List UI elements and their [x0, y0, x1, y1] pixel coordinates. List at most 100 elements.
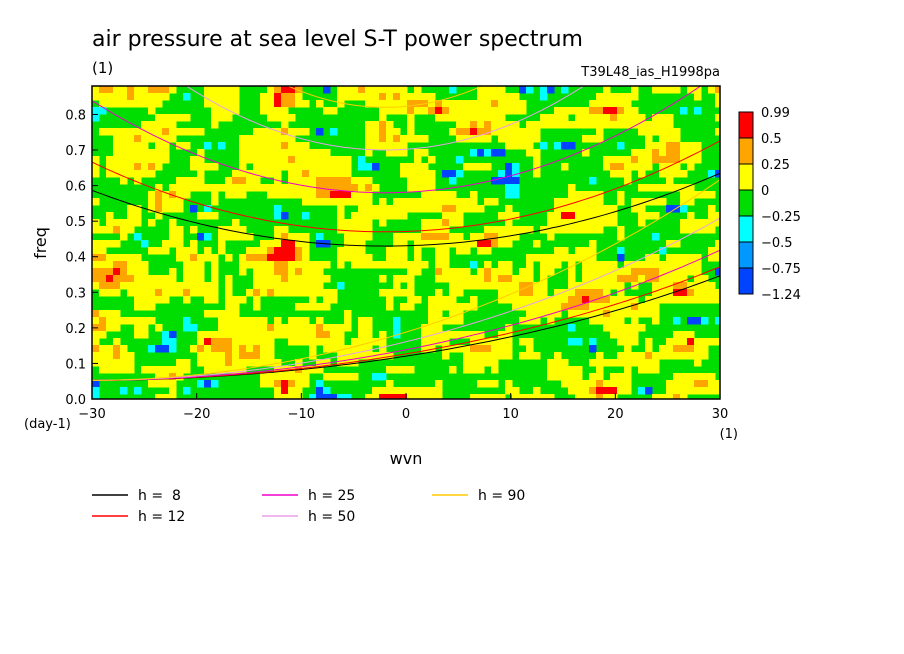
field-cell: [246, 345, 254, 353]
field-cell: [645, 359, 653, 367]
field-cell: [659, 198, 667, 206]
field-cell: [106, 128, 114, 136]
field-cell: [526, 394, 534, 399]
field-cell: [288, 254, 296, 262]
field-cell: [372, 86, 380, 94]
field-cell: [267, 352, 275, 360]
field-cell: [211, 121, 219, 129]
field-cell: [624, 324, 632, 332]
field-cell: [260, 156, 268, 164]
field-cell: [687, 219, 695, 227]
colorbar-swatch: [738, 137, 754, 165]
y-tick-label: 0.0: [65, 393, 86, 408]
field-cell: [449, 191, 457, 199]
field-cell: [666, 163, 674, 171]
field-cell: [365, 191, 373, 199]
field-cell: [659, 184, 667, 192]
field-cell: [407, 303, 415, 311]
field-cell: [246, 156, 254, 164]
field-cell: [687, 254, 695, 262]
field-cell: [624, 170, 632, 178]
field-cell: [442, 275, 450, 283]
field-cell: [106, 366, 114, 374]
field-cell: [197, 163, 205, 171]
field-cell: [141, 135, 149, 143]
field-cell: [260, 338, 268, 346]
field-cell: [155, 373, 163, 381]
field-cell: [407, 366, 415, 374]
field-cell: [708, 247, 716, 255]
field-cell: [575, 114, 583, 122]
field-cell: [323, 296, 331, 304]
field-cell: [449, 331, 457, 339]
y-axis-unit: (day-1): [24, 417, 71, 432]
field-cell: [218, 310, 226, 318]
field-cell: [211, 163, 219, 171]
field-cell: [197, 254, 205, 262]
experiment-label: T39L48_ias_H1998pa: [580, 65, 720, 80]
field-cell: [127, 170, 135, 178]
field-cell: [610, 331, 618, 339]
field-cell: [106, 359, 114, 367]
field-cell: [309, 184, 317, 192]
field-cell: [295, 247, 303, 255]
field-cell: [589, 226, 597, 234]
field-cell: [638, 219, 646, 227]
field-cell: [246, 261, 254, 269]
field-cell: [470, 359, 478, 367]
field-cell: [484, 261, 492, 269]
field-cell: [281, 135, 289, 143]
field-cell: [407, 128, 415, 136]
field-cell: [281, 394, 289, 399]
field-cell: [617, 100, 625, 108]
field-cell: [295, 170, 303, 178]
field-cell: [687, 212, 695, 220]
field-cell: [631, 310, 639, 318]
field-cell: [610, 107, 618, 115]
field-cell: [169, 86, 177, 94]
field-cell: [274, 387, 282, 395]
field-cell: [463, 352, 471, 360]
field-cell: [442, 352, 450, 360]
field-cell: [624, 373, 632, 381]
field-cell: [673, 205, 681, 213]
field-cell: [281, 121, 289, 129]
field-cell: [120, 142, 128, 150]
field-cell: [281, 366, 289, 374]
field-cell: [379, 100, 387, 108]
field-cell: [337, 205, 345, 213]
field-cell: [673, 184, 681, 192]
field-cell: [183, 114, 191, 122]
field-cell: [155, 282, 163, 290]
field-cell: [176, 247, 184, 255]
field-cell: [407, 394, 415, 399]
field-cell: [687, 268, 695, 276]
field-cell: [589, 268, 597, 276]
field-cell: [113, 310, 121, 318]
field-cell: [484, 107, 492, 115]
field-cell: [505, 282, 513, 290]
field-cell: [288, 289, 296, 297]
field-cell: [540, 121, 548, 129]
field-cell: [456, 198, 464, 206]
field-cell: [701, 317, 709, 325]
field-cell: [484, 268, 492, 276]
field-cell: [428, 177, 436, 185]
field-cell: [113, 240, 121, 248]
field-cell: [673, 282, 681, 290]
field-cell: [134, 135, 142, 143]
field-cell: [134, 149, 142, 157]
field-cell: [169, 219, 177, 227]
field-cell: [120, 275, 128, 283]
field-cell: [631, 275, 639, 283]
field-cell: [274, 170, 282, 178]
field-cell: [470, 149, 478, 157]
field-cell: [379, 331, 387, 339]
field-cell: [603, 268, 611, 276]
field-cell: [393, 394, 401, 399]
field-cell: [365, 198, 373, 206]
field-cell: [519, 128, 527, 136]
field-cell: [554, 198, 562, 206]
field-cell: [239, 366, 247, 374]
field-cell: [526, 121, 534, 129]
